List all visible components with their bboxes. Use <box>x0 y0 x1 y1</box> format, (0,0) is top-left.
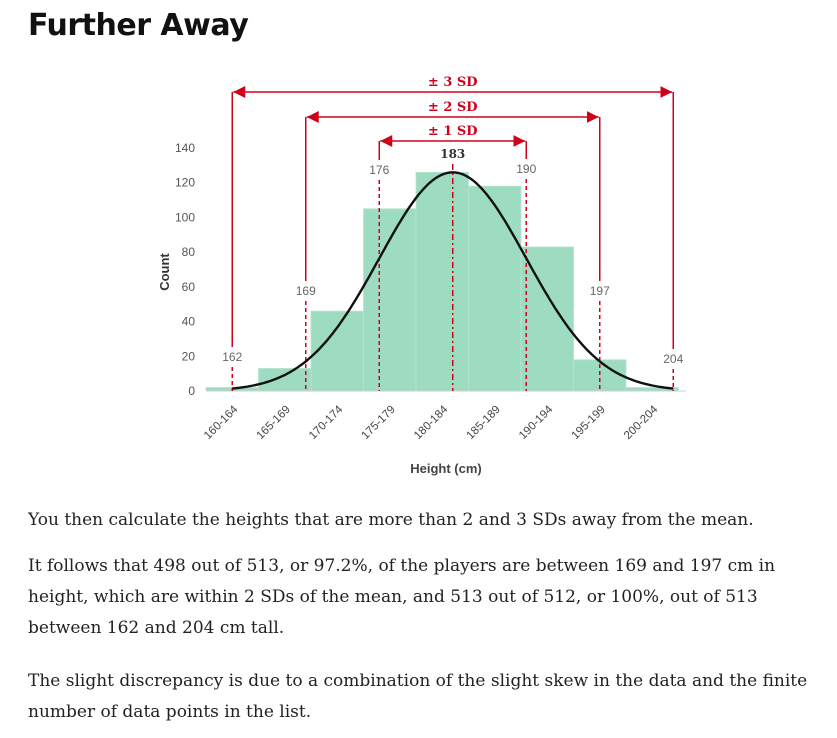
page-title: Further Away <box>28 8 249 43</box>
sd-range-label: ± 1 SD <box>428 124 478 139</box>
ref-label-162: 162 <box>222 350 242 364</box>
y-axis-label: Count <box>157 253 172 291</box>
ref-label-183: 183 <box>440 147 465 161</box>
sd-range-label: ± 3 SD <box>428 75 478 90</box>
y-tick-label: 80 <box>182 245 196 259</box>
x-tick-label: 160-164 <box>202 403 241 442</box>
y-tick-label: 120 <box>175 176 195 190</box>
x-tick-label: 190-194 <box>517 403 556 442</box>
y-tick-label: 20 <box>182 349 196 363</box>
histogram-bars <box>205 171 679 392</box>
y-axis-ticks: 0 20 40 60 80 100 120 140 <box>175 141 195 398</box>
x-tick-label: 175-179 <box>360 404 398 442</box>
x-axis-tick-labels: 160-164 165-169 170-174 175-179 180-184 185-1… <box>202 403 661 442</box>
sd-range-label: ± 2 SD <box>428 100 478 115</box>
ref-label-169: 169 <box>296 284 316 298</box>
paragraph-3: The slight discrepancy is due to a combi… <box>28 671 808 722</box>
y-tick-label: 0 <box>188 384 195 398</box>
bar-165-169 <box>258 368 312 392</box>
bar-175-179 <box>363 208 417 392</box>
ref-label-190: 190 <box>516 162 536 176</box>
normal-distribution-curve <box>232 171 674 390</box>
paragraph-2: It follows that 498 out of 513, or 97.2%… <box>28 556 776 638</box>
y-tick-label: 100 <box>175 210 195 224</box>
ref-label-197: 197 <box>590 284 610 298</box>
x-tick-label: 200-204 <box>622 403 661 442</box>
x-tick-label: 180-184 <box>412 403 451 442</box>
x-tick-label: 170-174 <box>307 403 346 442</box>
paragraph-1: You then calculate the heights that are … <box>28 510 754 530</box>
x-tick-label: 195-199 <box>570 404 608 442</box>
ref-label-204: 204 <box>663 352 683 366</box>
sd-reference-lines: 162 169 176 183 190 197 204 <box>222 92 684 391</box>
bar-180-184 <box>415 171 469 392</box>
y-tick-label: 60 <box>182 280 196 294</box>
x-axis-label: Height (cm) <box>410 461 482 476</box>
x-tick-label: 185-189 <box>465 404 503 442</box>
ref-label-176: 176 <box>369 163 389 177</box>
y-tick-label: 140 <box>175 141 195 155</box>
bar-190-194 <box>520 246 574 392</box>
bar-185-189 <box>468 185 522 392</box>
y-tick-label: 40 <box>182 315 196 329</box>
x-tick-label: 165-169 <box>255 404 293 442</box>
sd-range-arrows: ± 3 SD ± 2 SD ± 1 SD <box>233 75 673 147</box>
